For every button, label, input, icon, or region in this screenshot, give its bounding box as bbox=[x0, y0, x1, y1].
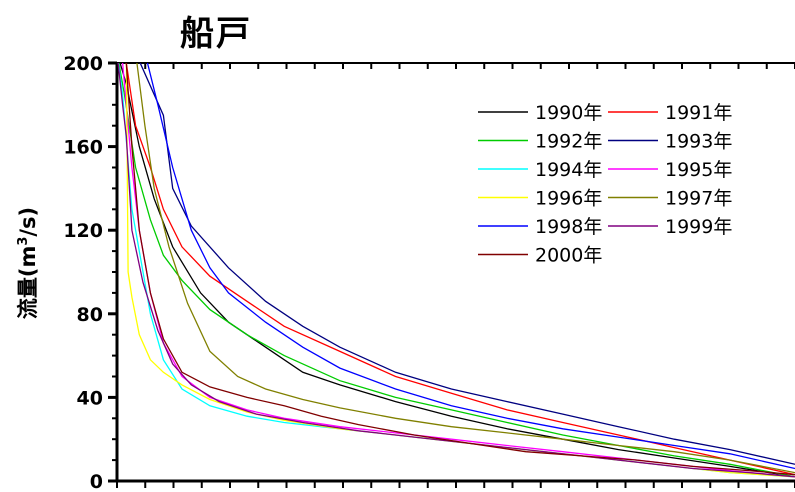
y-tick-label: 160 bbox=[63, 137, 103, 159]
series-line-1991年 bbox=[125, 63, 795, 476]
legend-label: 1996年 bbox=[535, 188, 602, 210]
legend-label: 1991年 bbox=[665, 102, 732, 124]
plot-axes bbox=[115, 62, 795, 488]
y-tick-label: 40 bbox=[77, 387, 103, 409]
series-line-1999年 bbox=[117, 63, 795, 478]
y-tick-label: 0 bbox=[90, 471, 103, 492]
y-tick-label: 200 bbox=[63, 53, 103, 75]
series-line-1993年 bbox=[139, 63, 795, 465]
legend-label: 1997年 bbox=[665, 188, 732, 210]
legend-label: 1995年 bbox=[665, 159, 732, 181]
series-line-1997年 bbox=[136, 63, 795, 474]
legend-label: 1993年 bbox=[665, 131, 732, 153]
legend: 1990年 1991年 1992年 1993年 1994年 1995年 1996年 1997年… bbox=[478, 102, 732, 267]
legend-label: 1990年 bbox=[535, 102, 602, 124]
y-tick-label: 80 bbox=[77, 304, 103, 326]
series-lines bbox=[117, 63, 795, 478]
legend-label: 2000年 bbox=[535, 245, 602, 267]
legend-label: 1992年 bbox=[535, 131, 602, 153]
series-line-1990年 bbox=[119, 63, 795, 478]
series-line-1998年 bbox=[146, 63, 795, 470]
legend-label: 1994年 bbox=[535, 159, 602, 181]
legend-label: 1999年 bbox=[665, 216, 732, 238]
chart-title: 船戸 bbox=[180, 14, 252, 54]
series-line-1992年 bbox=[118, 63, 795, 478]
y-axis-ticks: 0 40 80 120 160 200 bbox=[63, 53, 117, 492]
series-line-2000年 bbox=[125, 63, 795, 476]
y-tick-label: 120 bbox=[63, 220, 103, 242]
legend-label: 1998年 bbox=[535, 216, 602, 238]
